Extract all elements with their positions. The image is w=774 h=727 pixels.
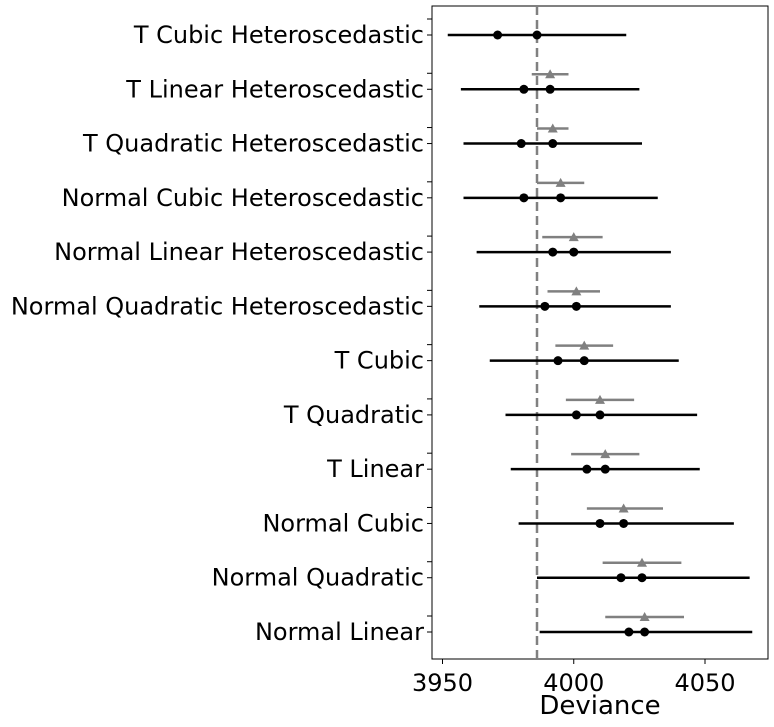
x-tick-label: 3950 [412,669,473,697]
y-tick-label: Normal Linear Heteroscedastic [54,238,424,266]
secondary-marker [547,123,558,133]
mean-point [556,193,566,203]
secondary-marker [555,177,566,187]
secondary-marker [618,503,629,513]
secondary-marker [639,612,650,621]
mean-point [548,139,558,149]
mean-point [640,627,650,637]
secondary-marker [571,286,582,296]
y-tick-label: Normal Quadratic [212,564,424,592]
mean-point [595,410,605,420]
mean-point [569,247,579,257]
secondary-marker [545,69,556,79]
x-tick-label: 4050 [674,669,735,697]
y-tick-label: T Quadratic Heteroscedastic [82,130,424,158]
y-tick-label: T Quadratic [283,401,424,429]
mean-point [571,301,581,311]
secondary-marker [637,557,647,567]
y-tick-label: Normal Cubic [262,509,424,537]
primary-point [516,139,526,149]
mean-point [619,518,629,528]
mean-point [600,464,610,474]
mean-point [637,573,647,583]
secondary-marker [568,232,579,242]
primary-point [548,247,558,257]
y-tick-label: Normal Linear [255,618,424,646]
primary-point [571,410,581,420]
primary-point [540,301,550,311]
y-tick-label: T Cubic [334,347,424,375]
secondary-marker [600,449,611,459]
primary-point [493,30,503,40]
primary-point [616,573,626,583]
y-tick-label: T Linear Heteroscedastic [125,75,424,103]
primary-point [624,627,634,637]
x-axis-title: Deviance [539,691,660,721]
primary-point [553,356,563,366]
plot-frame [431,5,769,660]
x-tick-label: 4000 [543,669,604,697]
mean-point [545,84,555,94]
primary-point [519,84,529,94]
secondary-marker [579,340,590,350]
y-tick-label: T Linear [326,455,424,483]
y-tick-label: Normal Quadratic Heteroscedastic [11,292,424,320]
primary-point [595,518,605,528]
y-tick-label: T Cubic Heteroscedastic [133,21,424,49]
y-tick-label: Normal Cubic Heteroscedastic [62,184,424,212]
mean-point [579,356,589,366]
primary-point [582,464,592,474]
mean-point [532,30,542,40]
secondary-marker [595,394,605,404]
primary-point [519,193,529,203]
